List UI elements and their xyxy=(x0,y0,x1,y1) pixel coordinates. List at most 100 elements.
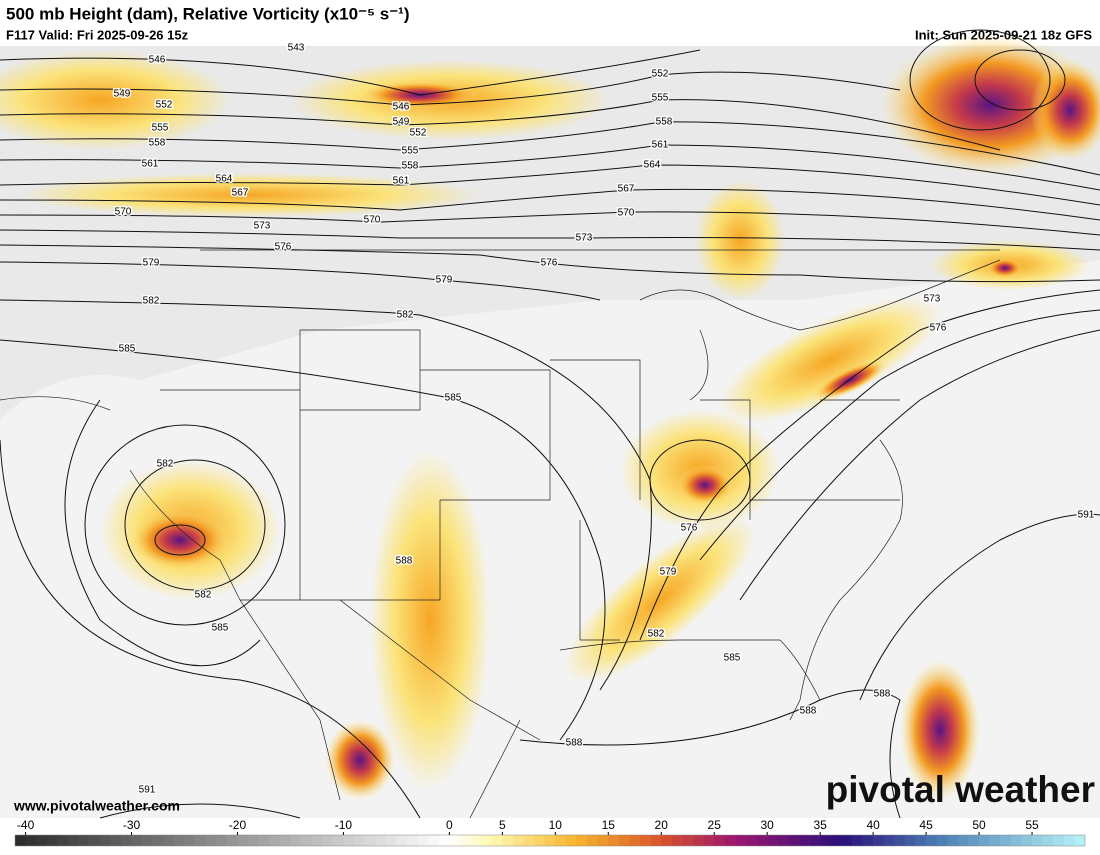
colorbar-cell xyxy=(57,835,69,846)
height-label: 552 xyxy=(156,100,173,111)
colorbar-cell xyxy=(237,835,249,846)
height-label: 558 xyxy=(402,161,419,172)
height-label: 570 xyxy=(618,208,635,219)
colorbar-cell xyxy=(385,835,397,846)
colorbar-cell xyxy=(608,835,620,846)
colorbar-cell xyxy=(512,835,524,846)
colorbar-cell xyxy=(99,835,111,846)
colorbar-tick-label: 15 xyxy=(602,818,616,832)
colorbar-cell xyxy=(205,835,217,846)
colorbar-cell xyxy=(597,835,609,846)
height-label: 564 xyxy=(216,174,233,185)
colorbar-cell xyxy=(1074,835,1086,846)
height-label: 591 xyxy=(1078,510,1095,521)
colorbar-cell xyxy=(534,835,546,846)
height-label: 567 xyxy=(618,184,635,195)
colorbar-cell xyxy=(438,835,450,846)
colorbar-cell xyxy=(979,835,990,846)
colorbar-tick-label: -20 xyxy=(229,818,247,832)
height-label: 576 xyxy=(930,323,947,334)
height-label: 573 xyxy=(254,221,271,232)
height-label: 585 xyxy=(724,653,741,664)
colorbar-cell xyxy=(184,835,196,846)
height-label: 588 xyxy=(874,689,891,700)
height-label: 588 xyxy=(566,738,583,749)
colorbar-cell xyxy=(375,835,387,846)
height-contours xyxy=(0,29,1100,819)
colorbar-cell xyxy=(322,835,334,846)
height-label: 555 xyxy=(152,123,169,134)
colorbar-cell xyxy=(671,835,683,846)
colorbar-tick-label: 35 xyxy=(813,818,827,832)
height-label: 576 xyxy=(681,523,698,534)
colorbar-cell xyxy=(173,835,185,846)
colorbar-cell xyxy=(89,835,101,846)
height-label: 567 xyxy=(232,188,249,199)
colorbar-cell xyxy=(311,835,323,846)
colorbar-cell xyxy=(364,835,376,846)
height-label: 585 xyxy=(119,344,136,355)
height-label: 564 xyxy=(644,160,661,171)
colorbar-cell xyxy=(989,835,1001,846)
colorbar-cell xyxy=(682,835,694,846)
height-label: 573 xyxy=(576,233,593,244)
colorbar-cell xyxy=(523,835,535,846)
colorbar-cell xyxy=(873,835,885,846)
colorbar-cell xyxy=(693,835,704,846)
colorbar-tick-label: 45 xyxy=(919,818,933,832)
colorbar-tick-label: 55 xyxy=(1025,818,1039,832)
colorbar-cell xyxy=(968,835,980,846)
colorbar-cell xyxy=(915,835,927,846)
colorbar-cell xyxy=(735,835,747,846)
height-label: 549 xyxy=(114,89,131,100)
colorbar-cell xyxy=(587,835,598,846)
height-label: 576 xyxy=(275,242,292,253)
watermark: pivotal weather xyxy=(826,769,1095,810)
colorbar-cell xyxy=(290,835,302,846)
colorbar-cell xyxy=(957,835,969,846)
colorbar-cell xyxy=(279,835,291,846)
height-label: 582 xyxy=(157,459,174,470)
colorbar-tick-label: 40 xyxy=(866,818,880,832)
colorbar-cell xyxy=(216,835,228,846)
colorbar-cell xyxy=(343,835,355,846)
height-label: 558 xyxy=(656,117,673,128)
height-label: 582 xyxy=(397,310,414,321)
height-label: 585 xyxy=(212,623,229,634)
height-label: 582 xyxy=(648,629,665,640)
colorbar-cell xyxy=(894,835,906,846)
colorbar-cell xyxy=(841,835,853,846)
colorbar-cell xyxy=(947,835,959,846)
height-label: 588 xyxy=(800,706,817,717)
colorbar-cell xyxy=(618,835,630,846)
colorbar-tick-label: 0 xyxy=(446,818,453,832)
colorbar-cell xyxy=(777,835,789,846)
title: 500 mb Height (dam), Relative Vorticity … xyxy=(6,4,410,23)
website: www.pivotalweather.com xyxy=(13,798,180,814)
colorbar-cell xyxy=(481,835,493,846)
colorbar-cell xyxy=(449,835,461,846)
colorbar-cell xyxy=(491,835,503,846)
colorbar-cell xyxy=(629,835,641,846)
colorbar-cell xyxy=(883,835,895,846)
colorbar-cell xyxy=(851,835,863,846)
colorbar-cell xyxy=(332,835,344,846)
colorbar-cell xyxy=(354,835,365,846)
height-label: 555 xyxy=(402,146,419,157)
colorbar-cell xyxy=(67,835,79,846)
height-label: 546 xyxy=(393,102,410,113)
colorbar-cell xyxy=(788,835,800,846)
colorbar-cell xyxy=(1000,835,1012,846)
height-label: 552 xyxy=(410,128,427,139)
height-label: 546 xyxy=(149,55,166,66)
height-label: 549 xyxy=(393,117,410,128)
height-label: 558 xyxy=(149,138,166,149)
colorbar-cell xyxy=(459,835,471,846)
colorbar-cell xyxy=(163,835,175,846)
map: 5435465495525555585615645675705735765795… xyxy=(0,29,1100,819)
colorbar-cell xyxy=(142,835,154,846)
colorbar-cell xyxy=(661,835,673,846)
colorbar-cell xyxy=(195,835,206,846)
colorbar-cell xyxy=(1053,835,1065,846)
height-label: 561 xyxy=(142,159,159,170)
